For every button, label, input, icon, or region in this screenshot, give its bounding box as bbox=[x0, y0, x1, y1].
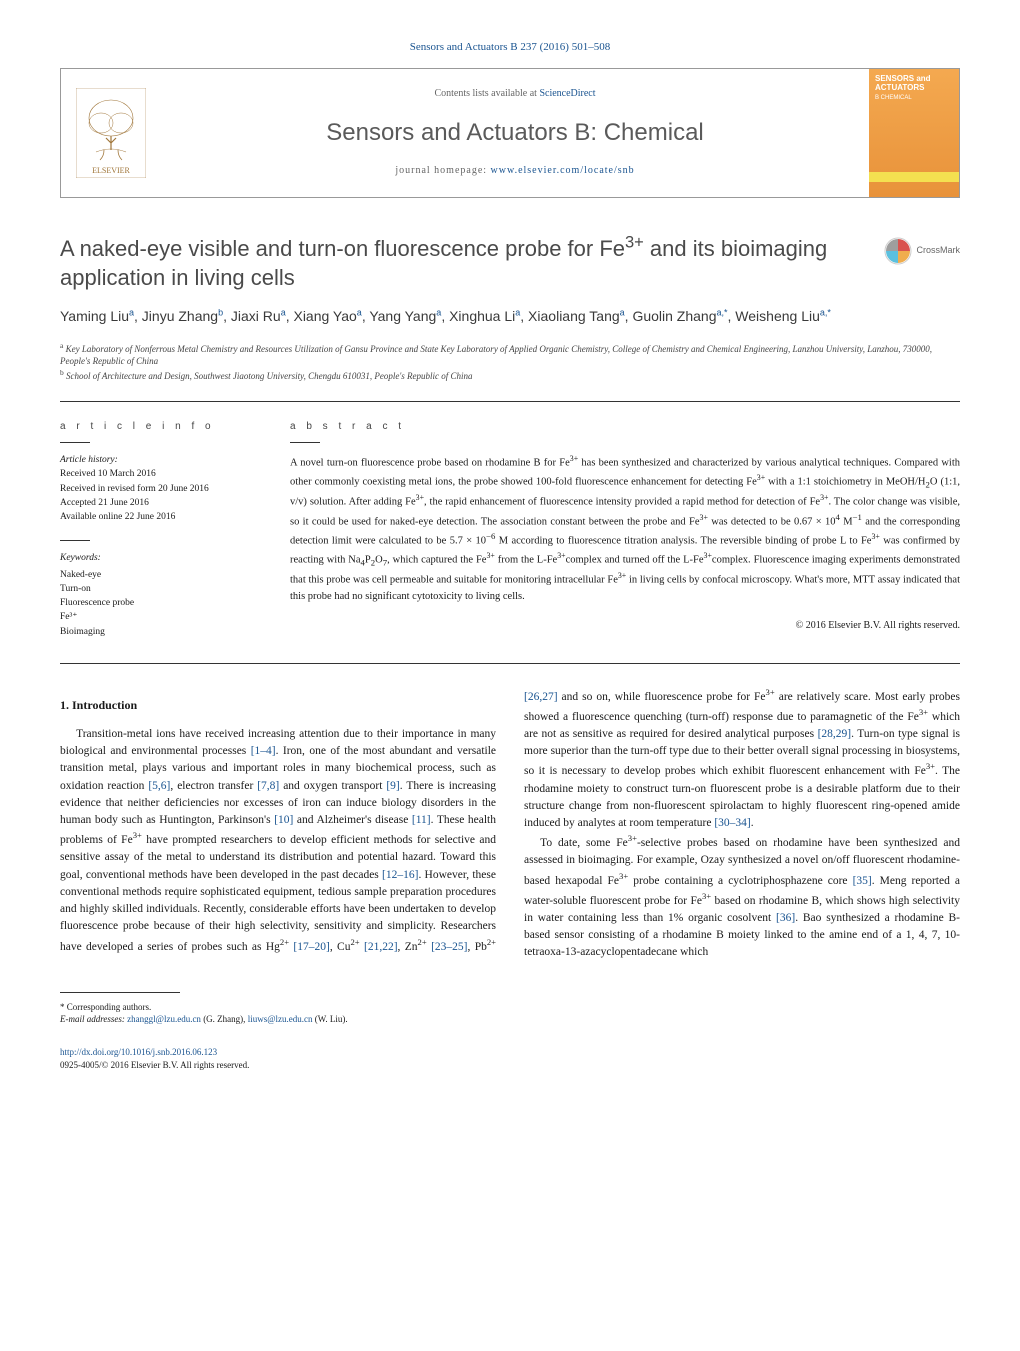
history-heading: Article history: bbox=[60, 455, 118, 465]
info-two-columns: a r t i c l e i n f o Article history: R… bbox=[60, 420, 960, 639]
email-name-2: (W. Liu). bbox=[315, 1014, 348, 1024]
article-title: A naked-eye visible and turn-on fluoresc… bbox=[60, 233, 960, 293]
cover-title-1: SENSORS andACTUATORS B CHEMICAL bbox=[875, 75, 953, 101]
keyword-2: Fluorescence probe bbox=[60, 598, 134, 608]
journal-cover-thumb: SENSORS andACTUATORS B CHEMICAL bbox=[869, 69, 959, 197]
issn-copyright: 0925-4005/© 2016 Elsevier B.V. All right… bbox=[60, 1060, 249, 1070]
keyword-3: Fe³⁺ bbox=[60, 612, 77, 622]
header-center: Contents lists available at ScienceDirec… bbox=[161, 69, 869, 197]
affiliations: a Key Laboratory of Nonferrous Metal Che… bbox=[60, 341, 960, 383]
keywords-divider bbox=[60, 540, 90, 541]
history-block: Article history: Received 10 March 2016 … bbox=[60, 453, 260, 524]
bottom-refs: http://dx.doi.org/10.1016/j.snb.2016.06.… bbox=[60, 1046, 960, 1072]
crossmark-icon bbox=[884, 237, 912, 265]
homepage-line: journal homepage: www.elsevier.com/locat… bbox=[395, 164, 634, 179]
keyword-1: Turn-on bbox=[60, 584, 91, 594]
email-label: E-mail addresses: bbox=[60, 1014, 125, 1024]
authors-list: Yaming Liua, Jinyu Zhangb, Jiaxi Rua, Xi… bbox=[60, 306, 960, 326]
contents-prefix: Contents lists available at bbox=[434, 88, 539, 99]
keywords-block: Keywords: Naked-eye Turn-on Fluorescence… bbox=[60, 551, 260, 639]
homepage-prefix: journal homepage: bbox=[395, 165, 490, 176]
history-online: Available online 22 June 2016 bbox=[60, 512, 175, 522]
elsevier-tree-icon: ELSEVIER bbox=[76, 88, 146, 178]
keyword-0: Naked-eye bbox=[60, 570, 101, 580]
history-revised: Received in revised form 20 June 2016 bbox=[60, 484, 209, 494]
affiliation-a: a Key Laboratory of Nonferrous Metal Che… bbox=[60, 341, 960, 368]
article-info-label: a r t i c l e i n f o bbox=[60, 420, 260, 444]
affiliation-b: b School of Architecture and Design, Sou… bbox=[60, 368, 960, 383]
body-two-columns: 1. Introduction Transition-metal ions ha… bbox=[60, 686, 960, 962]
section-1-heading: 1. Introduction bbox=[60, 696, 496, 714]
crossmark-badge[interactable]: CrossMark bbox=[884, 237, 960, 265]
doi-link[interactable]: http://dx.doi.org/10.1016/j.snb.2016.06.… bbox=[60, 1047, 217, 1057]
email-name-1: (G. Zhang), bbox=[203, 1014, 245, 1024]
email-link-1[interactable]: zhanggl@lzu.edu.cn bbox=[127, 1014, 201, 1024]
abstract-text: A novel turn-on fluorescence probe based… bbox=[290, 453, 960, 605]
elsevier-logo: ELSEVIER bbox=[61, 69, 161, 197]
crossmark-label: CrossMark bbox=[916, 245, 960, 257]
abstract-copyright: © 2016 Elsevier B.V. All rights reserved… bbox=[290, 619, 960, 634]
cover-band-decor bbox=[869, 172, 959, 182]
body-text: Transition-metal ions have received incr… bbox=[60, 686, 960, 962]
history-accepted: Accepted 21 June 2016 bbox=[60, 498, 149, 508]
abstract-column: a b s t r a c t A novel turn-on fluoresc… bbox=[290, 420, 960, 639]
sciencedirect-link[interactable]: ScienceDirect bbox=[539, 88, 595, 99]
journal-header-box: ELSEVIER Contents lists available at Sci… bbox=[60, 68, 960, 198]
history-received: Received 10 March 2016 bbox=[60, 469, 156, 479]
top-divider bbox=[60, 401, 960, 402]
svg-text:ELSEVIER: ELSEVIER bbox=[92, 166, 130, 175]
footnote-star: * Corresponding authors. bbox=[60, 1001, 960, 1014]
journal-title: Sensors and Actuators B: Chemical bbox=[326, 116, 704, 151]
footnote-divider bbox=[60, 992, 180, 993]
abstract-label: a b s t r a c t bbox=[290, 420, 960, 444]
journal-reference: Sensors and Actuators B 237 (2016) 501–5… bbox=[60, 40, 960, 56]
corresponding-footnote: * Corresponding authors. E-mail addresse… bbox=[60, 1001, 960, 1026]
email-link-2[interactable]: liuws@lzu.edu.cn bbox=[248, 1014, 313, 1024]
contents-available-line: Contents lists available at ScienceDirec… bbox=[434, 87, 595, 102]
article-info-column: a r t i c l e i n f o Article history: R… bbox=[60, 420, 260, 639]
homepage-link[interactable]: www.elsevier.com/locate/snb bbox=[491, 165, 635, 176]
keywords-heading: Keywords: bbox=[60, 551, 260, 565]
keyword-4: Bioimaging bbox=[60, 627, 105, 637]
title-text: A naked-eye visible and turn-on fluoresc… bbox=[60, 236, 827, 290]
